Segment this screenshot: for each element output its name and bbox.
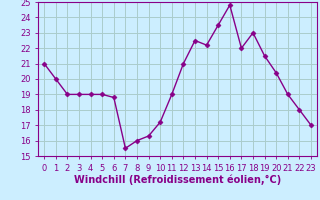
X-axis label: Windchill (Refroidissement éolien,°C): Windchill (Refroidissement éolien,°C) (74, 174, 281, 185)
